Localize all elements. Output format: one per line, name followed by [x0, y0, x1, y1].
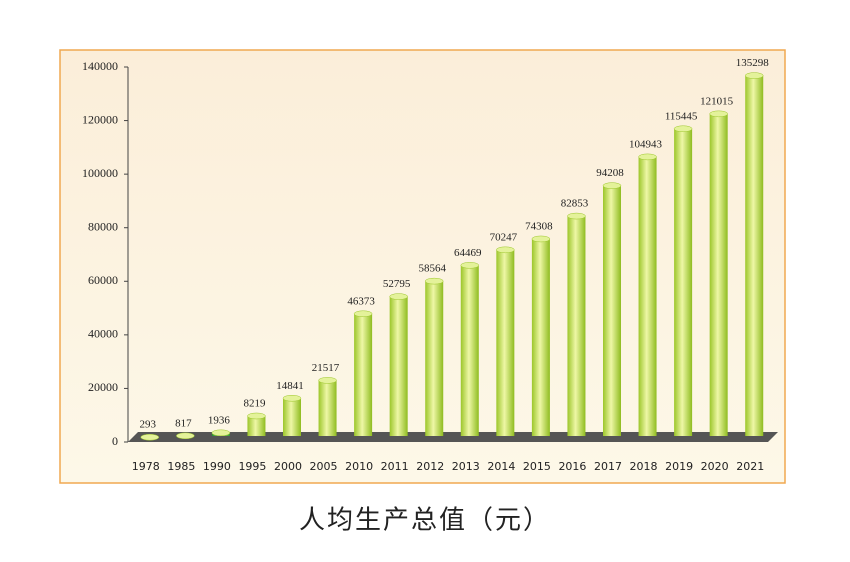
bar-cap — [389, 293, 408, 300]
bar — [247, 415, 266, 436]
bar-cap — [211, 429, 231, 437]
bar — [460, 265, 479, 436]
x-tick-label: 2014 — [487, 460, 515, 473]
bar-cap — [673, 125, 693, 133]
y-tick-label: 140000 — [82, 59, 118, 73]
x-tick-label: 2015 — [523, 460, 551, 473]
value-label: 58564 — [418, 263, 446, 275]
bar — [425, 281, 444, 436]
bar — [603, 185, 621, 436]
bar-cap — [424, 277, 444, 285]
x-tick-label: 1995 — [238, 460, 266, 473]
bar — [709, 113, 728, 437]
value-label: 104943 — [629, 138, 663, 150]
x-tick-label: 2021 — [736, 460, 764, 473]
y-tick-label: 40000 — [88, 327, 118, 341]
value-label: 46373 — [347, 295, 375, 307]
x-tick-label: 1985 — [167, 460, 195, 473]
y-tick-label: 0 — [112, 434, 118, 448]
bar-cap — [247, 412, 266, 420]
bar-cap — [567, 212, 586, 220]
value-label: 21517 — [312, 362, 340, 374]
bar-cap — [140, 433, 160, 441]
value-label: 74308 — [525, 220, 553, 232]
bar — [318, 380, 337, 436]
x-tick-label: 2020 — [701, 460, 729, 473]
value-label: 817 — [175, 417, 192, 429]
value-label: 8219 — [243, 398, 266, 410]
bar — [496, 249, 515, 436]
bar — [638, 156, 657, 436]
x-tick-label: 2011 — [381, 460, 409, 473]
value-label: 14841 — [276, 380, 304, 392]
bar-cap — [318, 377, 337, 384]
plot-panel — [59, 49, 786, 484]
bar — [745, 75, 764, 437]
x-tick-label: 2016 — [558, 460, 586, 473]
x-tick-label: 2010 — [345, 460, 373, 473]
y-tick-label: 20000 — [88, 380, 118, 394]
value-label: 293 — [140, 419, 157, 431]
bar-cap — [602, 182, 622, 189]
bar-cap — [744, 72, 764, 79]
value-label: 121015 — [700, 95, 734, 107]
x-tick-label: 2005 — [310, 460, 338, 473]
y-tick-label: 100000 — [82, 166, 118, 180]
bar-cap — [353, 310, 373, 318]
y-tick-label: 120000 — [82, 112, 118, 126]
bar-cap — [531, 235, 551, 243]
bar-cap — [709, 110, 728, 118]
x-tick-label: 1978 — [132, 460, 160, 473]
bar — [389, 296, 408, 436]
value-label: 70247 — [490, 231, 518, 243]
chart-title: 人均生产总值（元） — [299, 506, 551, 536]
value-label: 64469 — [454, 247, 482, 259]
y-tick-label: 80000 — [88, 219, 118, 233]
bar — [531, 238, 550, 436]
bar-cap — [638, 153, 657, 161]
x-tick-label: 1990 — [203, 460, 231, 473]
x-tick-label: 2012 — [416, 460, 444, 473]
bar — [354, 313, 373, 436]
value-label: 115445 — [665, 110, 698, 122]
bar-cap — [282, 394, 302, 402]
bar-cap — [496, 246, 515, 254]
value-label: 1936 — [208, 414, 231, 426]
x-tick-label: 2018 — [630, 460, 658, 473]
value-label: 94208 — [596, 167, 624, 179]
bar-cap — [460, 262, 480, 269]
bar — [674, 128, 693, 436]
value-label: 82853 — [561, 198, 589, 210]
y-tick-label: 60000 — [88, 273, 118, 287]
bar — [567, 216, 586, 436]
bar — [283, 398, 301, 436]
value-label: 52795 — [383, 278, 411, 290]
value-label: 135298 — [736, 57, 770, 69]
x-tick-label: 2013 — [452, 460, 480, 473]
bar-cap — [176, 432, 195, 440]
x-tick-label: 2019 — [665, 460, 693, 473]
x-tick-label: 2000 — [274, 460, 302, 473]
x-tick-label: 2017 — [594, 460, 622, 473]
